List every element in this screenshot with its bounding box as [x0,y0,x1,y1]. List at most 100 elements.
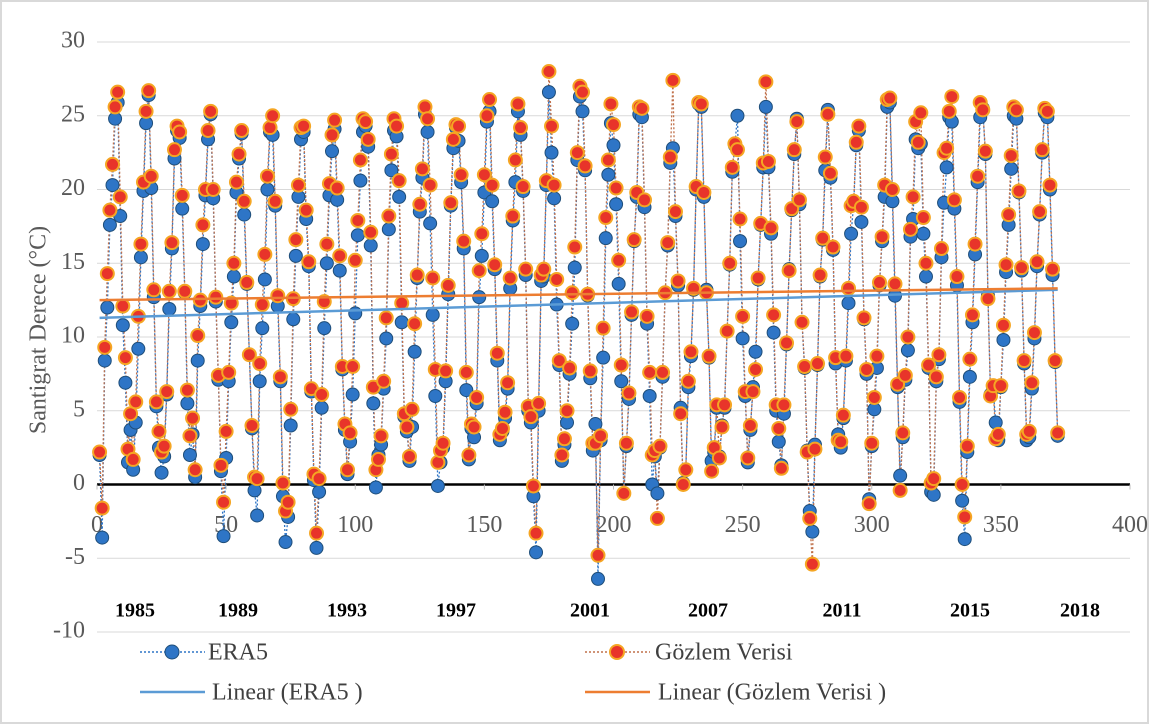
data-point [466,419,482,435]
data-point [683,344,699,360]
data-point [1032,204,1048,220]
data-point [931,347,947,363]
data-point [148,394,164,410]
data-point [314,387,330,403]
data-point [409,267,425,283]
data-point [312,484,327,499]
data-point [187,462,203,478]
data-point [939,140,955,156]
data-point [143,168,159,184]
data-point [970,168,986,184]
data-point [871,274,887,290]
data-point [613,357,629,373]
data-point [745,384,761,400]
data-point [652,438,668,454]
data-point [546,177,562,193]
data-point [815,230,831,246]
data-point [370,451,386,467]
y-tick-label: 30 [61,28,85,54]
data-point [112,189,128,205]
data-point [980,291,996,307]
data-point [926,487,941,502]
data-point [990,426,1006,442]
data-point [102,202,118,218]
data-point [642,389,657,403]
data-point [471,263,487,279]
data-point [1026,325,1042,341]
data-point [957,532,972,547]
data-point [174,187,190,203]
data-point [596,350,611,365]
data-point [513,120,529,136]
data-point [678,462,694,478]
data-point [407,316,423,332]
data-point [99,266,115,282]
data-point [569,145,585,161]
data-point [662,149,678,165]
data-point [675,477,691,492]
data-point [892,482,908,498]
year-annotation: 2015 [950,600,990,622]
data-point [458,364,474,380]
data-point [856,310,872,326]
data-point [141,83,157,99]
data-point [224,315,239,330]
data-point [719,323,735,339]
data-point [394,315,409,330]
data-point [417,99,433,115]
year-annotation: 2011 [823,600,862,622]
data-point [895,425,911,441]
data-point [259,168,275,184]
data-point [975,102,991,118]
data-point [216,529,231,544]
data-point [861,496,877,512]
data-point [428,389,443,403]
data-point [722,255,738,271]
data-point [234,123,250,138]
data-point [278,535,293,550]
data-point [766,325,781,340]
data-point [701,348,717,364]
data-point [319,236,335,252]
data-point [250,508,265,523]
data-point [324,127,340,143]
data-point [401,448,417,464]
data-point [484,177,500,193]
data-point [97,353,112,368]
data-point [218,423,234,439]
data-point [921,357,937,373]
data-point [195,237,210,252]
data-point [1011,183,1027,199]
data-point [363,224,379,240]
data-point [642,364,658,380]
data-point [910,134,926,150]
data-point [822,165,838,181]
data-point [874,229,890,245]
data-point [164,235,180,251]
y-tick-label: -5 [65,544,85,570]
y-tick-label: 20 [61,175,85,201]
data-point [156,438,172,454]
data-point [609,197,624,212]
data-point [820,106,836,122]
data-point [257,246,273,262]
data-point [342,425,358,441]
data-point [577,158,593,174]
data-point [1029,254,1045,270]
data-point [611,276,626,291]
data-point [748,361,764,377]
data-point [928,369,944,385]
data-point [497,404,513,420]
data-point [730,108,745,123]
year-annotation: 2007 [688,600,728,622]
data-point [389,118,405,134]
data-point [977,143,993,159]
data-point [771,420,787,436]
data-point [626,232,642,248]
data-point [345,359,361,374]
data-point [851,118,867,134]
data-point [332,248,348,264]
data-point [358,114,374,130]
data-point [866,389,882,405]
data-point [621,385,637,401]
